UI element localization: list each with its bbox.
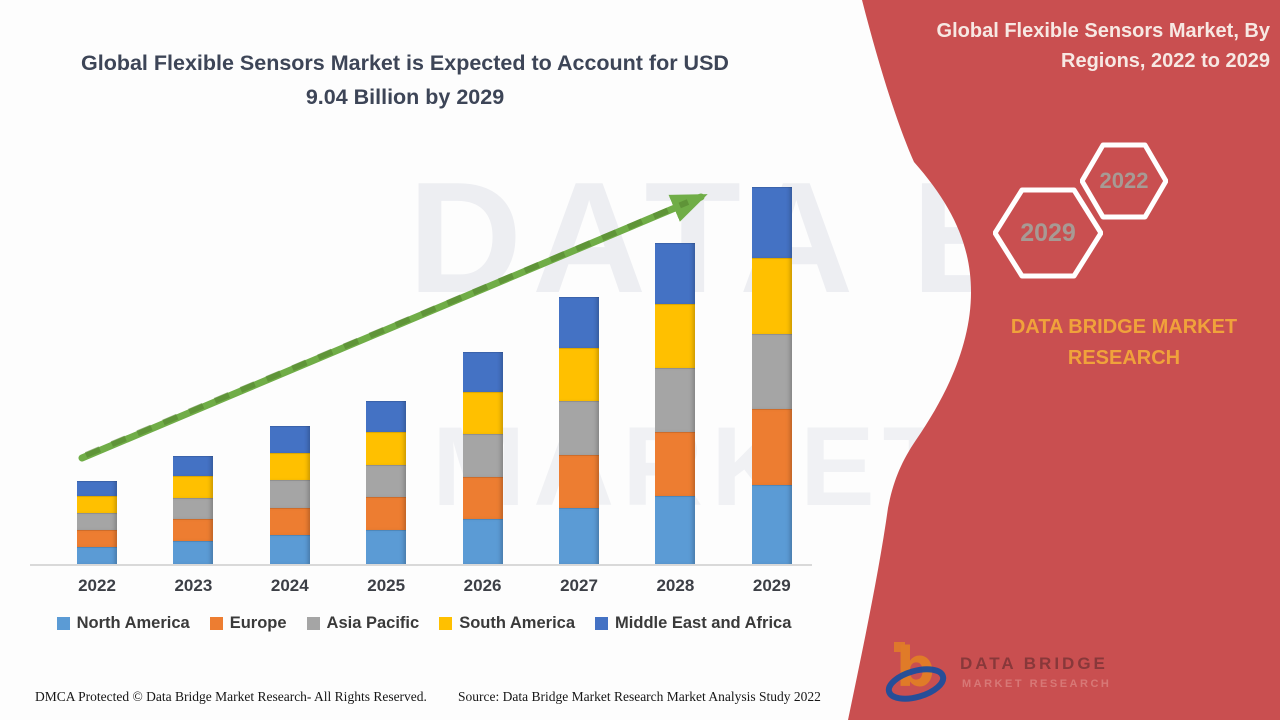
legend-label-middle-east-and-africa: Middle East and Africa (615, 614, 792, 632)
legend-item-north-america: North America (56, 614, 190, 633)
bar-segment-middle-east-and-africa-2022 (77, 480, 117, 497)
bar-2023 (173, 455, 214, 564)
band-title: Global Flexible Sensors Market, By Regio… (880, 16, 1270, 76)
bar-segment-europe-2023 (173, 519, 214, 542)
bar-segment-europe-2027 (559, 454, 599, 509)
x-label-2022: 2022 (78, 576, 116, 595)
bar-segment-south-america-2022 (77, 496, 117, 514)
bar-segment-europe-2024 (269, 507, 310, 536)
bar-segment-europe-2025 (366, 497, 407, 530)
bar-segment-north-america-2022 (77, 546, 117, 564)
bar-segment-asia-pacific-2023 (173, 497, 214, 520)
legend-swatch-middle-east-and-africa (595, 617, 609, 630)
chart-title-line2: 9.04 Billion by 2029 (305, 85, 505, 109)
brand-wordmark-line1: DATA BRIDGE MARKET (1010, 316, 1238, 338)
legend-item-south-america: South America (439, 614, 575, 633)
legend-label-europe: Europe (229, 614, 287, 632)
logo-word2: MARKET RESEARCH (962, 678, 1112, 690)
brand-wordmark-line2: RESEARCH (1067, 347, 1181, 369)
x-label-2029: 2029 (752, 576, 791, 595)
hexagon-2029-icon: 2029 (993, 186, 1103, 280)
bar-segment-asia-pacific-2022 (77, 513, 117, 530)
legend: North America Europe Asia Pacific South Ame… (30, 614, 818, 633)
bar-segment-asia-pacific-2024 (269, 480, 310, 508)
chart-title-line1: Global Flexible Sensors Market is Expect… (81, 51, 729, 75)
bar-segment-asia-pacific-2025 (366, 464, 407, 498)
bar-2029 (751, 187, 792, 564)
logo-word: DATA BRIDGE (960, 654, 1108, 673)
x-label-2023: 2023 (174, 576, 213, 595)
x-axis-line (30, 564, 812, 566)
x-label-2024: 2024 (270, 576, 309, 595)
bar-segment-middle-east-and-africa-2029 (751, 187, 792, 259)
bar-segment-europe-2026 (462, 476, 503, 520)
source-text: Source: Data Bridge Market Research Mark… (458, 689, 821, 704)
bar-segment-north-america-2025 (366, 529, 407, 564)
chart-title: Global Flexible Sensors Market is Expect… (40, 46, 770, 114)
legend-item-europe: Europe (209, 614, 287, 633)
hexagon-2029-label: 2029 (1020, 218, 1076, 247)
hexagon-2022-label: 2022 (1099, 168, 1149, 193)
bar-segment-south-america-2029 (751, 258, 792, 334)
bar-segment-south-america-2023 (173, 476, 214, 498)
bar-segment-asia-pacific-2029 (751, 333, 792, 410)
bar-segment-north-america-2023 (173, 541, 214, 564)
legend-swatch-asia-pacific (306, 617, 320, 630)
x-label-2025: 2025 (367, 576, 406, 595)
x-axis-labels: 2022 2023 2024 2025 2026 2027 2028 2029 (30, 576, 810, 600)
legend-swatch-south-america (439, 617, 453, 630)
data-bridge-logo-icon: b (885, 636, 947, 702)
dmca-copyright-text: DMCA Protected © Data Bridge Market Rese… (35, 689, 427, 704)
bar-segment-north-america-2027 (559, 508, 599, 564)
bar-segment-europe-2029 (751, 409, 792, 485)
bar-segment-north-america-2029 (751, 484, 792, 564)
bar-segment-north-america-2024 (269, 535, 310, 564)
bar-segment-north-america-2026 (462, 519, 503, 564)
legend-swatch-north-america (56, 617, 70, 630)
legend-label-asia-pacific: Asia Pacific (326, 614, 420, 632)
x-label-2027: 2027 (560, 576, 598, 595)
legend-label-north-america: North America (76, 614, 190, 632)
x-label-2026: 2026 (463, 576, 502, 595)
x-label-2028: 2028 (656, 576, 695, 595)
data-bridge-logo: b DATA BRIDGE MARKET RESEARCH (882, 634, 1132, 708)
bar-2022 (77, 480, 117, 564)
brand-wordmark: DATA BRIDGE MARKET RESEARCH (988, 312, 1260, 374)
hexagon-2022-icon: 2022 (1080, 141, 1168, 221)
legend-item-asia-pacific: Asia Pacific (306, 614, 420, 633)
legend-item-middle-east-and-africa: Middle East and Africa (595, 614, 791, 633)
bar-segment-north-america-2028 (655, 496, 696, 564)
band-title-line1: Global Flexible Sensors Market, By (936, 20, 1270, 42)
bar-segment-europe-2022 (77, 529, 117, 547)
band-title-line2: Regions, 2022 to 2029 (1061, 50, 1270, 72)
legend-label-south-america: South America (459, 614, 576, 632)
legend-swatch-europe (209, 617, 223, 630)
